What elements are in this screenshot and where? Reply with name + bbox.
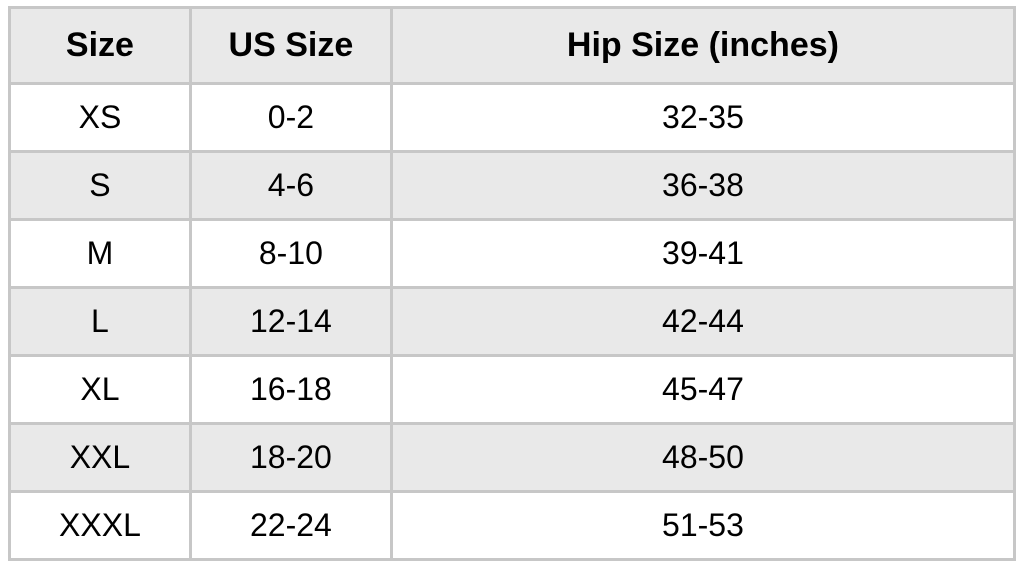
size-chart-container: Size US Size Hip Size (inches) XS 0-2 32… [0, 0, 1024, 567]
table-row: S 4-6 36-38 [10, 152, 1015, 220]
cell-hip: 32-35 [391, 84, 1014, 152]
table-row: XXL 18-20 48-50 [10, 424, 1015, 492]
cell-us-size: 18-20 [190, 424, 391, 492]
size-chart-table: Size US Size Hip Size (inches) XS 0-2 32… [8, 6, 1016, 561]
table-header-row: Size US Size Hip Size (inches) [10, 8, 1015, 84]
cell-us-size: 8-10 [190, 220, 391, 288]
cell-size: M [10, 220, 191, 288]
cell-hip: 48-50 [391, 424, 1014, 492]
cell-us-size: 12-14 [190, 288, 391, 356]
table-row: M 8-10 39-41 [10, 220, 1015, 288]
table-row: XS 0-2 32-35 [10, 84, 1015, 152]
table-row: L 12-14 42-44 [10, 288, 1015, 356]
cell-hip: 42-44 [391, 288, 1014, 356]
cell-us-size: 0-2 [190, 84, 391, 152]
cell-hip: 51-53 [391, 492, 1014, 560]
cell-us-size: 4-6 [190, 152, 391, 220]
cell-size: XS [10, 84, 191, 152]
cell-hip: 45-47 [391, 356, 1014, 424]
col-header-us-size: US Size [190, 8, 391, 84]
col-header-size: Size [10, 8, 191, 84]
table-row: XXXL 22-24 51-53 [10, 492, 1015, 560]
cell-us-size: 16-18 [190, 356, 391, 424]
cell-size: XXL [10, 424, 191, 492]
cell-size: XL [10, 356, 191, 424]
cell-size: XXXL [10, 492, 191, 560]
cell-size: S [10, 152, 191, 220]
col-header-hip: Hip Size (inches) [391, 8, 1014, 84]
cell-hip: 39-41 [391, 220, 1014, 288]
cell-us-size: 22-24 [190, 492, 391, 560]
cell-size: L [10, 288, 191, 356]
table-row: XL 16-18 45-47 [10, 356, 1015, 424]
cell-hip: 36-38 [391, 152, 1014, 220]
